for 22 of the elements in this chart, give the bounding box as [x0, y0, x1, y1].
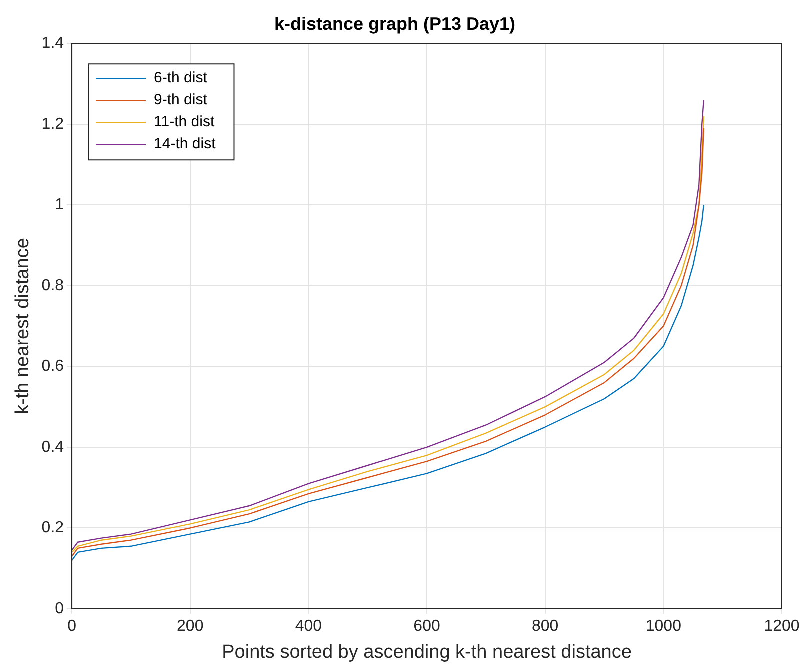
y-tick-label: 0.6 [42, 358, 64, 376]
legend-label: 14-th dist [154, 136, 217, 153]
y-tick-label: 0 [55, 600, 64, 618]
x-tick-label: 600 [414, 618, 440, 636]
y-tick-label: 0.8 [42, 277, 64, 294]
y-tick-label: 1.2 [42, 116, 64, 133]
x-tick-label: 800 [532, 618, 559, 636]
x-tick-label: 1000 [646, 618, 682, 636]
legend-label: 11-th dist [154, 114, 216, 131]
legend-label: 6-th dist [154, 70, 208, 87]
x-tick-label: 200 [177, 618, 204, 636]
x-tick-label: 0 [68, 618, 77, 636]
chart-title: k-distance graph (P13 Day1) [274, 14, 516, 34]
x-tick-label: 1200 [764, 618, 800, 636]
x-tick-label: 400 [295, 618, 322, 636]
legend-label: 9-th dist [154, 92, 208, 109]
y-tick-label: 0.2 [42, 520, 64, 537]
y-axis-title: k-th nearest distance [12, 238, 34, 414]
x-axis-title: Points sorted by ascending k-th nearest distance [222, 642, 632, 663]
y-tick-label: 0.4 [42, 438, 64, 456]
y-tick-label: 1.4 [42, 35, 64, 52]
y-tick-label: 1 [55, 196, 64, 214]
